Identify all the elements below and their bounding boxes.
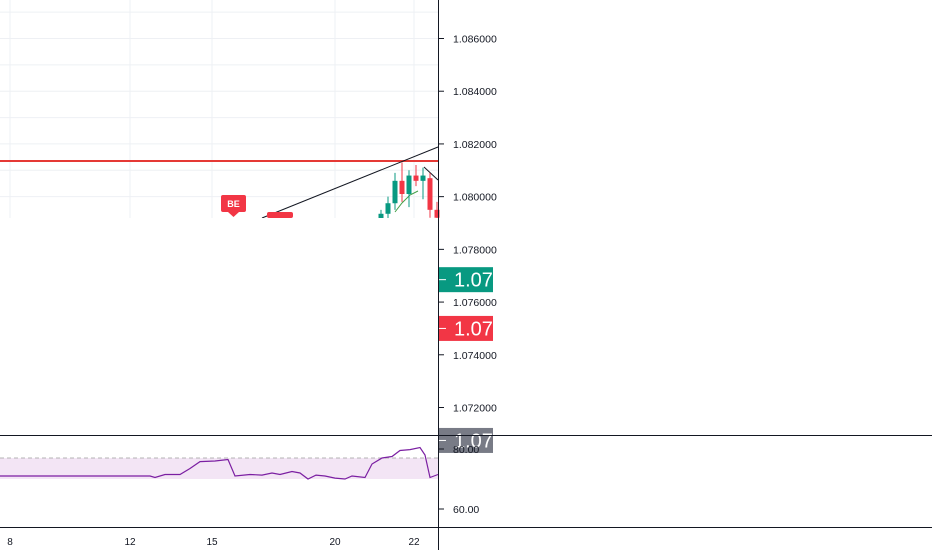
time-tick-label: 8 (7, 537, 13, 548)
price-tag: 1.07 (439, 267, 493, 293)
price-tick-label: 1.080000 (453, 192, 497, 204)
rsi-band (0, 458, 438, 479)
candle-body (413, 175, 419, 181)
candle (413, 165, 419, 187)
price-tick-label: 1.082000 (453, 139, 497, 151)
candles (378, 162, 440, 231)
candle-body (427, 178, 433, 210)
time-tick-label: 15 (206, 537, 218, 548)
candle-body (420, 175, 426, 181)
chart-grid (0, 0, 438, 218)
rsi-tick-label: 60.00 (453, 504, 479, 516)
blank-pane-area (0, 218, 438, 435)
candle (427, 172, 433, 218)
candle-body (434, 209, 440, 218)
price-axis[interactable]: 1.086000 1.084000 1.082000 1.080000 1.078000… (439, 34, 497, 415)
rsi-axis[interactable]: 80.00 60.00 (439, 444, 479, 516)
candle-body (406, 175, 412, 195)
time-tick-label: 12 (124, 537, 136, 548)
trend-line-down[interactable] (423, 166, 439, 181)
candle (420, 167, 426, 200)
price-tag-box (439, 427, 493, 453)
candle (399, 162, 405, 202)
price-tick-label: 1.074000 (453, 350, 497, 362)
annotation-label[interactable] (267, 212, 293, 218)
price-tags: 1.071.071.07 (439, 267, 493, 453)
price-tick-label: 1.078000 (453, 244, 497, 256)
price-tag-box (439, 315, 493, 341)
candle-body (392, 180, 398, 204)
price-tag-label: 1.07 (454, 318, 493, 340)
candle (406, 170, 412, 208)
trend-line[interactable] (261, 146, 439, 219)
price-tick-label: 1.084000 (453, 86, 497, 98)
time-axis[interactable]: 8 12 15 20 22 (7, 537, 420, 548)
rsi-line (0, 446, 439, 480)
be-marker[interactable]: BE (221, 195, 246, 217)
rsi-tick-label: 80.00 (453, 444, 479, 456)
price-tick-label: 1.086000 (453, 34, 497, 46)
candle-body (399, 180, 405, 195)
price-tag-box (439, 267, 493, 293)
time-tick-label: 20 (329, 537, 341, 548)
time-tick-label: 22 (408, 537, 420, 548)
candle-body (378, 213, 384, 222)
candle (392, 172, 398, 210)
price-tag: 1.07 (439, 315, 493, 341)
price-tag-label: 1.07 (454, 270, 493, 292)
moving-average-line (394, 190, 419, 213)
price-tick-label: 1.072000 (453, 403, 497, 415)
be-marker-label: BE (227, 199, 240, 209)
price-tick-label: 1.076000 (453, 297, 497, 309)
candle-body (385, 203, 391, 214)
